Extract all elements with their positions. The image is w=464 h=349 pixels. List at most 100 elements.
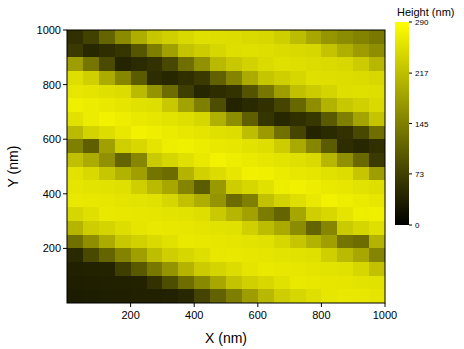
heatmap-cell xyxy=(147,221,164,235)
heatmap-cell xyxy=(337,207,354,221)
heatmap-cell xyxy=(147,262,164,276)
heatmap-cell xyxy=(194,167,211,181)
heatmap-cell xyxy=(99,235,116,249)
heatmap-cell xyxy=(306,207,323,221)
heatmap-cell xyxy=(306,57,323,71)
x-tick xyxy=(385,303,386,307)
heatmap-cell xyxy=(147,98,164,112)
heatmap-cell xyxy=(67,262,84,276)
heatmap-cell xyxy=(274,235,291,249)
colorbar-tick xyxy=(409,123,412,124)
heatmap-cell xyxy=(226,44,243,58)
heatmap-cell xyxy=(210,289,227,303)
heatmap-cell xyxy=(226,153,243,167)
heatmap-cell xyxy=(290,235,307,249)
heatmap-cell xyxy=(369,262,385,276)
heatmap-cell xyxy=(274,139,291,153)
heatmap-cell xyxy=(290,30,307,44)
heatmap-cell xyxy=(67,221,84,235)
heatmap-cell xyxy=(337,289,354,303)
heatmap-cell xyxy=(242,153,259,167)
heatmap-cell xyxy=(306,235,323,249)
heatmap-cell xyxy=(242,30,259,44)
heatmap-cell xyxy=(83,71,100,85)
heatmap-cell xyxy=(131,289,148,303)
heatmap-cell xyxy=(321,71,338,85)
colorbar-tick-label: 290 xyxy=(415,18,429,27)
heatmap-cell xyxy=(274,207,291,221)
colorbar-tick-label: 217 xyxy=(415,69,429,78)
heatmap-cell xyxy=(162,44,179,58)
heatmap-cell xyxy=(369,289,385,303)
heatmap-cell xyxy=(162,126,179,140)
heatmap-cell xyxy=(99,98,116,112)
heatmap-cell xyxy=(369,221,385,235)
heatmap-cell xyxy=(162,276,179,290)
heatmap-cell xyxy=(147,167,164,181)
heatmap-cell xyxy=(162,180,179,194)
heatmap-cell xyxy=(290,85,307,99)
colorbar-tick-label: 0 xyxy=(415,221,420,230)
heatmap-cell xyxy=(306,194,323,208)
heatmap-cell xyxy=(67,235,84,249)
heatmap-cell xyxy=(226,221,243,235)
heatmap-cell xyxy=(258,44,275,58)
heatmap-cell xyxy=(337,167,354,181)
heatmap-cell xyxy=(274,248,291,262)
heatmap-cell xyxy=(194,180,211,194)
y-tick-label: 800 xyxy=(43,79,61,91)
heatmap-cell xyxy=(83,167,100,181)
heatmap-cell xyxy=(131,262,148,276)
heatmap-cell xyxy=(290,289,307,303)
heatmap-cell xyxy=(115,71,132,85)
heatmap-cell xyxy=(99,194,116,208)
heatmap-cell xyxy=(83,126,100,140)
heatmap-cell xyxy=(147,44,164,58)
heatmap-cell xyxy=(131,71,148,85)
heatmap-cell xyxy=(115,180,132,194)
heatmap-cell xyxy=(178,194,195,208)
heatmap-cell xyxy=(321,248,338,262)
heatmap-cell xyxy=(162,57,179,71)
heatmap-cell xyxy=(306,153,323,167)
heatmap-cell xyxy=(258,85,275,99)
x-tick xyxy=(130,303,131,307)
heatmap-cell xyxy=(194,276,211,290)
heatmap-cell xyxy=(337,30,354,44)
heatmap-cell xyxy=(321,276,338,290)
heatmap-cell xyxy=(99,167,116,181)
heatmap-cell xyxy=(147,85,164,99)
colorbar-tick xyxy=(409,225,412,226)
heatmap-cell xyxy=(226,235,243,249)
heatmap-cell xyxy=(147,289,164,303)
heatmap-cell xyxy=(353,276,370,290)
heatmap-cell xyxy=(115,139,132,153)
heatmap-cell xyxy=(258,71,275,85)
heatmap-cell xyxy=(258,207,275,221)
heatmap-cell xyxy=(131,112,148,126)
heatmap-cell xyxy=(290,262,307,276)
heatmap-cell xyxy=(99,207,116,221)
heatmap-cell xyxy=(353,180,370,194)
heatmap-cell xyxy=(194,207,211,221)
heatmap-cell xyxy=(369,180,385,194)
heatmap-cell xyxy=(178,112,195,126)
heatmap-cell xyxy=(353,30,370,44)
heatmap-cell xyxy=(210,98,227,112)
heatmap-cell xyxy=(162,289,179,303)
heatmap-cell xyxy=(353,71,370,85)
heatmap-cell xyxy=(258,262,275,276)
heatmap-cell xyxy=(210,221,227,235)
heatmap-cell xyxy=(306,71,323,85)
heatmap-cell xyxy=(67,98,84,112)
heatmap-cell xyxy=(67,57,84,71)
heatmap-cell xyxy=(83,262,100,276)
heatmap-cell xyxy=(353,207,370,221)
heatmap-cell xyxy=(226,112,243,126)
heatmap-cell xyxy=(337,98,354,112)
heatmap-cell xyxy=(147,126,164,140)
heatmap-cell xyxy=(115,194,132,208)
heatmap-cell xyxy=(226,57,243,71)
heatmap-cell xyxy=(242,139,259,153)
heatmap-cell xyxy=(274,153,291,167)
